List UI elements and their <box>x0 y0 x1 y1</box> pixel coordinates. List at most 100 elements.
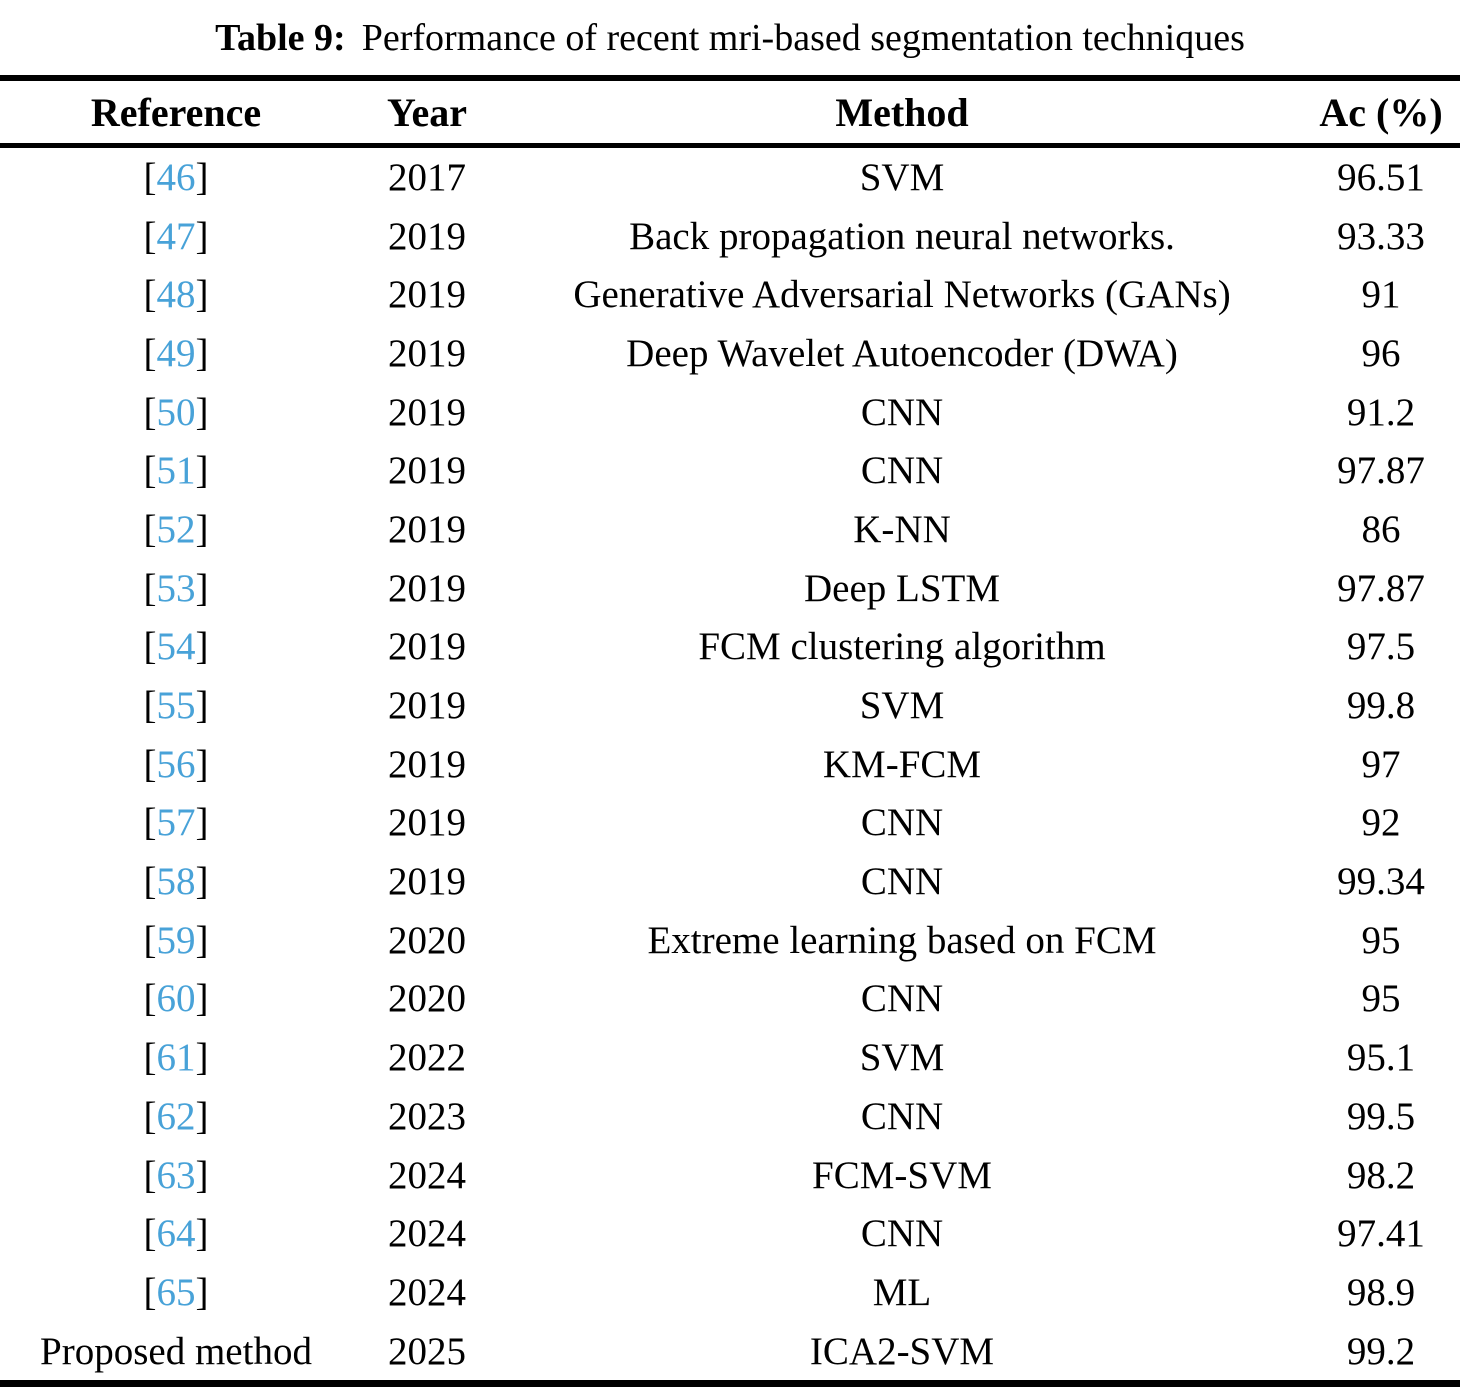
accuracy-cell: 99.5 <box>1346 1094 1416 1138</box>
table-row: [65] 2024 ML 98.9 <box>0 1263 1460 1322</box>
citation-link[interactable]: [60] <box>143 977 209 1021</box>
method-cell: Back propagation neural networks. <box>629 214 1175 258</box>
citation-link[interactable]: [59] <box>143 918 209 962</box>
header-row: Reference Year Method Ac (%) <box>0 78 1460 148</box>
method-cell: Deep LSTM <box>803 566 1001 610</box>
year-cell: 2024 <box>388 1270 466 1314</box>
reference-cell: [65] <box>0 1263 352 1322</box>
method-cell: K-NN <box>853 507 951 551</box>
citation-number: 47 <box>156 214 196 258</box>
citation-number: 51 <box>156 449 196 493</box>
citation-number: 60 <box>156 977 196 1021</box>
table-row: [55] 2019 SVM 99.8 <box>0 676 1460 735</box>
citation-number: 52 <box>156 507 196 551</box>
citation-link[interactable]: [58] <box>143 860 209 904</box>
citation-link[interactable]: [50] <box>143 390 209 434</box>
table-row: [46] 2017 SVM 96.51 <box>0 146 1460 207</box>
citation-link[interactable]: [53] <box>143 566 209 610</box>
year-cell: 2019 <box>388 507 466 551</box>
citation-number: 64 <box>156 1212 196 1256</box>
column-header-year: Year <box>352 78 502 148</box>
accuracy-cell: 96 <box>1361 331 1401 375</box>
reference-cell: [53] <box>0 559 352 618</box>
method-cell: SVM <box>859 1036 945 1080</box>
citation-number: 49 <box>156 331 196 375</box>
citation-number: 56 <box>156 742 196 786</box>
accuracy-cell: 86 <box>1361 507 1401 551</box>
year-cell: 2019 <box>388 331 466 375</box>
method-cell: Extreme learning based on FCM <box>647 918 1157 962</box>
citation-number: 50 <box>156 390 196 434</box>
table-row: [52] 2019 K-NN 86 <box>0 500 1460 559</box>
year-cell: 2019 <box>388 742 466 786</box>
citation-link[interactable]: [56] <box>143 742 209 786</box>
citation-link[interactable]: [51] <box>143 449 209 493</box>
table-row: [57] 2019 CNN 92 <box>0 794 1460 853</box>
year-cell: 2019 <box>388 860 466 904</box>
reference-cell: [46] <box>0 146 352 207</box>
citation-link[interactable]: [54] <box>143 625 209 669</box>
table-row: [60] 2020 CNN 95 <box>0 970 1460 1029</box>
citation-link[interactable]: [65] <box>143 1270 209 1314</box>
citation-number: 46 <box>156 155 196 199</box>
year-cell: 2020 <box>388 918 466 962</box>
citation-link[interactable]: [55] <box>143 684 209 728</box>
reference-cell: [61] <box>0 1028 352 1087</box>
method-cell: Generative Adversarial Networks (GANs) <box>573 273 1231 317</box>
accuracy-cell: 97.5 <box>1346 625 1416 669</box>
accuracy-cell: 95.1 <box>1346 1036 1416 1080</box>
accuracy-cell: 97.87 <box>1337 566 1425 610</box>
accuracy-cell: 97.41 <box>1337 1212 1425 1256</box>
reference-cell: [47] <box>0 207 352 266</box>
accuracy-cell: 93.33 <box>1337 214 1425 258</box>
citation-number: 61 <box>156 1036 196 1080</box>
table-body: [46] 2017 SVM 96.51 [47] 2019 Back propa… <box>0 146 1460 1385</box>
table-row: [64] 2024 CNN 97.41 <box>0 1204 1460 1263</box>
citation-link[interactable]: [63] <box>143 1153 209 1197</box>
column-header-reference: Reference <box>0 78 352 148</box>
table-row: [54] 2019 FCM clustering algorithm 97.5 <box>0 618 1460 677</box>
table-caption-text: Performance of recent mri-based segmenta… <box>361 16 1245 59</box>
year-cell: 2019 <box>388 801 466 845</box>
reference-cell: [48] <box>0 265 352 324</box>
year-cell: 2020 <box>388 977 466 1021</box>
citation-link[interactable]: [57] <box>143 801 209 845</box>
accuracy-cell: 95 <box>1361 977 1401 1021</box>
reference-cell: [62] <box>0 1087 352 1146</box>
table-row: [47] 2019 Back propagation neural networ… <box>0 207 1460 266</box>
table-row: [50] 2019 CNN 91.2 <box>0 383 1460 442</box>
reference-cell: [57] <box>0 794 352 853</box>
citation-link[interactable]: [61] <box>143 1036 209 1080</box>
citation-link[interactable]: [49] <box>143 331 209 375</box>
method-cell: FCM clustering algorithm <box>698 625 1106 669</box>
citation-link[interactable]: [62] <box>143 1094 209 1138</box>
table-row: Proposed method 2025 ICA2-SVM 99.2 <box>0 1322 1460 1385</box>
citation-number: 48 <box>156 273 196 317</box>
accuracy-cell: 97 <box>1361 742 1401 786</box>
year-cell: 2019 <box>388 273 466 317</box>
year-cell: 2022 <box>388 1036 466 1080</box>
citation-number: 59 <box>156 918 196 962</box>
year-cell: 2024 <box>388 1153 466 1197</box>
citation-link[interactable]: [48] <box>143 273 209 317</box>
table-row: [49] 2019 Deep Wavelet Autoencoder (DWA)… <box>0 324 1460 383</box>
reference-cell: [51] <box>0 441 352 500</box>
method-cell: ML <box>872 1270 932 1314</box>
performance-table: Reference Year Method Ac (%) [46] 2017 S… <box>0 75 1460 1387</box>
table-row: [56] 2019 KM-FCM 97 <box>0 735 1460 794</box>
citation-link[interactable]: [46] <box>143 155 209 199</box>
reference-cell: [63] <box>0 1146 352 1205</box>
table-row: [59] 2020 Extreme learning based on FCM … <box>0 911 1460 970</box>
citation-number: 58 <box>156 860 196 904</box>
accuracy-cell: 99.2 <box>1346 1329 1416 1373</box>
table-row: [51] 2019 CNN 97.87 <box>0 441 1460 500</box>
table-caption-label: Table 9: <box>215 16 346 59</box>
citation-link[interactable]: [64] <box>143 1212 209 1256</box>
citation-number: 62 <box>156 1094 196 1138</box>
citation-link[interactable]: [52] <box>143 507 209 551</box>
reference-cell: [55] <box>0 676 352 735</box>
citation-number: 65 <box>156 1270 196 1314</box>
reference-cell: [52] <box>0 500 352 559</box>
citation-link[interactable]: [47] <box>143 214 209 258</box>
year-cell: 2019 <box>388 214 466 258</box>
